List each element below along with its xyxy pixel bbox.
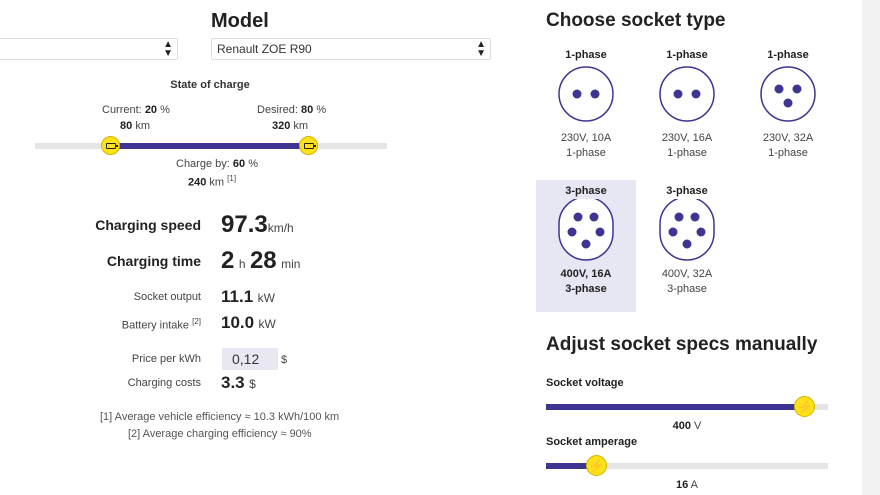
socket-option[interactable]: 3-phase 400V, 16A 3-phase — [536, 180, 636, 312]
charging-speed-label: Charging speed — [1, 217, 201, 233]
manual-specs-heading: Adjust socket specs manually — [546, 334, 817, 356]
price-per-kwh-input[interactable] — [222, 348, 278, 370]
socket-phase-sub: 3-phase — [637, 282, 737, 297]
voltage-slider-fill — [546, 404, 805, 410]
lightning-icon: ⚡ — [588, 458, 604, 473]
brand-select[interactable]: ▲ ▼ — [0, 38, 178, 60]
charging-costs-value: 3.3 $ — [221, 373, 256, 393]
model-heading: Model — [211, 10, 269, 33]
socket-pin — [692, 90, 701, 99]
socket-option[interactable]: 3-phase 400V, 32A 3-phase — [637, 180, 737, 312]
socket-spec: 400V, 16A — [536, 267, 636, 282]
socket-output-label: Socket output — [1, 291, 201, 303]
socket-pin — [683, 240, 692, 249]
socket-pin — [568, 228, 577, 237]
footnote-efficiency: [1] Average vehicle efficiency ≈ 10.3 kW… — [100, 411, 339, 423]
socket-pin — [775, 85, 784, 94]
socket-phase-sub: 1-phase — [637, 146, 737, 161]
charging-time-value: 2 h 28 min — [221, 247, 300, 275]
charging-speed-value: 97.3km/h — [221, 211, 294, 239]
socket-phase-label: 1-phase — [637, 49, 737, 61]
socket-spec: 230V, 32A — [738, 131, 838, 146]
model-select[interactable]: Renault ZOE R90 ▲ ▼ — [211, 38, 491, 60]
charging-costs-label: Charging costs — [1, 377, 201, 389]
socket-pin — [793, 85, 802, 94]
socket-pin — [674, 90, 683, 99]
socket-pin — [675, 213, 684, 222]
desired-charge-label: Desired: 80 % — [257, 104, 326, 116]
select-arrows-icon: ▲ ▼ — [476, 40, 486, 58]
socket-pin — [573, 90, 582, 99]
socket-voltage-value: 400 V — [647, 420, 727, 432]
socket-pin — [574, 213, 583, 222]
socket-phase-label: 3-phase — [637, 185, 737, 197]
footnote-charging-efficiency: [2] Average charging efficiency ≈ 90% — [128, 428, 312, 440]
soc-title: State of charge — [110, 79, 310, 91]
socket-pin — [784, 99, 793, 108]
socket-plug-icon — [557, 63, 615, 125]
socket-type-heading: Choose socket type — [546, 10, 726, 32]
socket-pin — [582, 240, 591, 249]
socket-pin — [697, 228, 706, 237]
socket-phase-label: 1-phase — [536, 49, 636, 61]
socket-spec: 400V, 32A — [637, 267, 737, 282]
select-arrows-icon: ▲ ▼ — [163, 40, 173, 58]
socket-spec: 230V, 10A — [536, 131, 636, 146]
battery-intake-value: 10.0 kW — [221, 313, 276, 333]
socket-plug-icon — [557, 199, 615, 261]
charge-by-range: 240 km [1] — [188, 174, 236, 189]
socket-option[interactable]: 1-phase 230V, 32A 1-phase — [738, 44, 838, 176]
socket-pin — [669, 228, 678, 237]
socket-pin — [596, 228, 605, 237]
model-select-value: Renault ZOE R90 — [217, 42, 312, 56]
voltage-slider-handle[interactable]: ⚡ — [794, 396, 815, 417]
socket-output-value: 11.1 kW — [221, 287, 275, 307]
battery-icon — [106, 143, 116, 149]
desired-charge-handle[interactable] — [299, 136, 318, 155]
socket-phase-sub: 1-phase — [738, 146, 838, 161]
socket-pin — [691, 213, 700, 222]
battery-icon — [304, 143, 314, 149]
soc-slider-range — [111, 143, 309, 149]
socket-plug-icon — [658, 199, 716, 261]
scrollbar-strip[interactable] — [862, 0, 880, 495]
charging-time-label: Charging time — [1, 253, 201, 269]
socket-phase-label: 1-phase — [738, 49, 838, 61]
price-per-kwh-label: Price per kWh — [1, 353, 201, 365]
socket-pin — [590, 213, 599, 222]
socket-option[interactable]: 1-phase 230V, 16A 1-phase — [637, 44, 737, 176]
current-charge-handle[interactable] — [101, 136, 120, 155]
socket-spec: 230V, 16A — [637, 131, 737, 146]
socket-amperage-value: 16 A — [647, 479, 727, 491]
desired-range: 320 km — [272, 120, 308, 132]
lightning-icon: ⚡ — [797, 399, 813, 414]
socket-plug-icon — [759, 63, 817, 125]
socket-phase-sub: 1-phase — [536, 146, 636, 161]
current-charge-label: Current: 20 % — [102, 104, 170, 116]
socket-amperage-label: Socket amperage — [546, 436, 637, 448]
socket-pin — [591, 90, 600, 99]
socket-phase-label: 3-phase — [536, 185, 636, 197]
socket-plug-icon — [658, 63, 716, 125]
charge-by-label: Charge by: 60 % — [176, 158, 258, 170]
battery-intake-label: Battery intake [2] — [1, 317, 201, 332]
amperage-slider-handle[interactable]: ⚡ — [586, 455, 607, 476]
price-unit: $ — [281, 354, 287, 366]
socket-phase-sub: 3-phase — [536, 282, 636, 297]
socket-option[interactable]: 1-phase 230V, 10A 1-phase — [536, 44, 636, 176]
current-range: 80 km — [120, 120, 150, 132]
socket-voltage-label: Socket voltage — [546, 377, 624, 389]
